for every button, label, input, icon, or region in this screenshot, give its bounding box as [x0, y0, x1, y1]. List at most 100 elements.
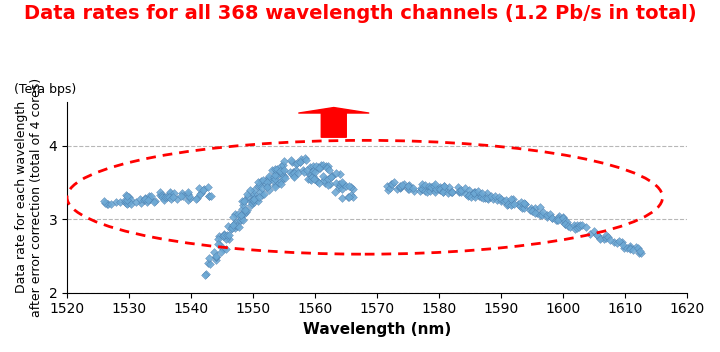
Point [551, 218, 562, 223]
Point [215, 243, 226, 248]
Point [252, 183, 264, 189]
Point [121, 193, 132, 198]
Point [191, 196, 202, 202]
Point [592, 232, 603, 237]
Point [243, 193, 254, 199]
Point [326, 174, 338, 179]
Point [120, 200, 131, 205]
Point [295, 156, 307, 162]
Point [235, 215, 247, 221]
Point [240, 209, 251, 214]
Point [318, 178, 330, 183]
Point [518, 205, 529, 211]
Point [252, 198, 264, 203]
Point [502, 202, 513, 207]
Point [484, 194, 495, 199]
Point [210, 257, 222, 263]
Point [336, 180, 348, 185]
Point [205, 193, 217, 199]
Point [386, 182, 397, 187]
Point [230, 219, 241, 225]
Point [218, 231, 230, 237]
Point [221, 232, 233, 238]
Point [304, 177, 315, 182]
Point [102, 202, 114, 207]
Point [311, 178, 323, 184]
Point [229, 225, 240, 231]
Point [453, 188, 464, 194]
Point [459, 185, 471, 190]
Point [218, 234, 230, 239]
Point [465, 194, 477, 200]
Point [437, 189, 449, 195]
Point [269, 176, 280, 182]
Point [429, 189, 441, 195]
Point [255, 178, 266, 184]
Point [576, 222, 588, 228]
Point [276, 171, 288, 177]
Point [144, 196, 156, 202]
Point [568, 222, 580, 228]
Point [308, 176, 320, 182]
Point [269, 178, 280, 183]
Point [469, 189, 480, 195]
Point [222, 234, 233, 240]
Point [600, 232, 612, 238]
Point [256, 186, 268, 191]
Point [508, 196, 519, 201]
Point [595, 236, 606, 242]
Point [446, 189, 457, 195]
Point [238, 212, 250, 217]
Point [525, 205, 536, 211]
Point [171, 196, 183, 201]
Point [236, 199, 248, 204]
Point [382, 187, 394, 192]
Point [322, 182, 333, 188]
Point [621, 246, 632, 251]
Point [248, 191, 260, 197]
Point [99, 200, 111, 206]
Point [227, 214, 238, 220]
Point [336, 195, 347, 200]
Point [312, 178, 323, 184]
Point [423, 184, 434, 190]
Point [572, 225, 583, 231]
Point [238, 210, 249, 215]
Point [479, 195, 490, 201]
Point [320, 176, 331, 182]
Point [395, 184, 407, 190]
Point [305, 172, 317, 178]
Point [516, 205, 528, 210]
Point [228, 221, 239, 227]
Point [299, 156, 310, 161]
Point [482, 190, 493, 196]
Point [154, 189, 166, 195]
Point [211, 254, 222, 260]
Point [584, 231, 595, 237]
Point [199, 272, 211, 278]
Point [408, 185, 419, 190]
Point [506, 201, 518, 207]
Point [428, 187, 440, 193]
Point [114, 200, 126, 205]
Point [325, 181, 336, 187]
Point [307, 174, 318, 180]
Point [590, 232, 602, 238]
Point [201, 271, 212, 277]
Point [238, 202, 249, 208]
Point [156, 192, 168, 198]
Y-axis label: Data rate for each wavelength
after error correction (total of 4 cores): Data rate for each wavelength after erro… [15, 78, 43, 317]
Point [464, 192, 475, 197]
Point [310, 163, 321, 169]
Point [140, 200, 152, 205]
Point [202, 184, 214, 190]
Point [161, 194, 172, 200]
Point [260, 182, 271, 187]
Point [307, 173, 318, 179]
Point [325, 175, 336, 180]
Point [391, 186, 402, 192]
Point [102, 201, 113, 207]
Point [438, 189, 449, 195]
Point [505, 202, 517, 208]
Point [562, 224, 574, 229]
